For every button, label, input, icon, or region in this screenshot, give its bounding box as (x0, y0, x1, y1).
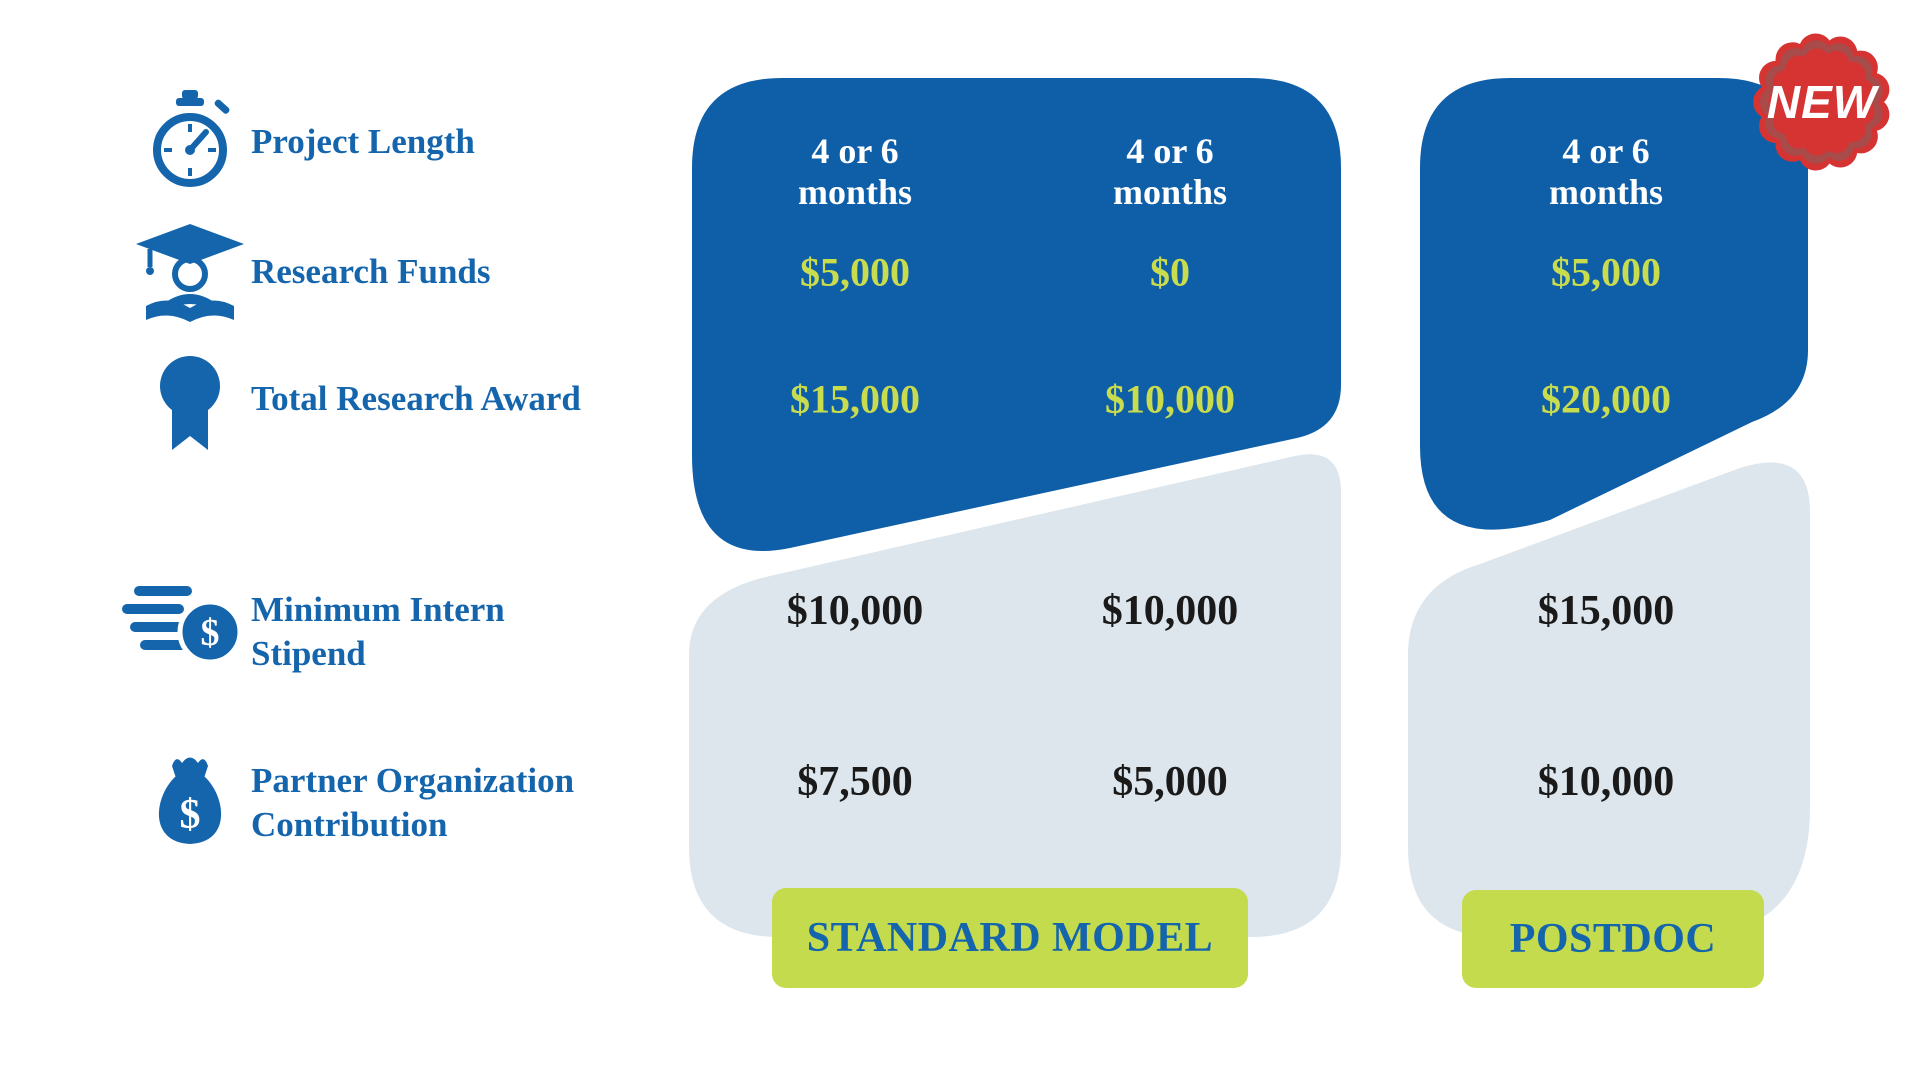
row-label-line: Research Funds (251, 252, 491, 291)
bag-dollar-glyph: $ (180, 792, 201, 838)
award-medal-icon (160, 356, 220, 450)
col1-total-research-award: $15,000 (790, 376, 920, 422)
coins-stipend-icon: $ (122, 586, 243, 665)
graduate-icon (136, 224, 244, 322)
col3-minimum-intern-stipend: $15,000 (1537, 588, 1675, 634)
col1-minimum-intern-stipend: $10,000 (786, 588, 924, 634)
header-line: months (797, 172, 913, 212)
row-label-partner-org-contribution: Partner Organization Contribution (251, 759, 574, 847)
row-label-research-funds: Research Funds (251, 250, 491, 294)
postdoc-label-text: POSTDOC (1509, 916, 1717, 962)
money-bag-icon: $ (158, 757, 222, 844)
col3-total-research-award: $20,000 (1541, 376, 1671, 422)
row-label-total-research-award: Total Research Award (251, 377, 581, 421)
col3-project-length: 4 or 6 months (1549, 131, 1663, 213)
col1-partner-org-contribution: $7,500 (797, 759, 913, 805)
col2-partner-org-contribution: $5,000 (1112, 759, 1228, 805)
new-badge-text: NEW (1767, 76, 1880, 128)
standard-gray-card (689, 454, 1341, 937)
row-label-line: Stipend (251, 634, 366, 673)
header-line: months (1112, 172, 1228, 212)
header-line: months (1548, 172, 1664, 212)
standard-model-label-text: STANDARD MODEL (806, 915, 1214, 961)
header-line: 4 or 6 (1562, 131, 1650, 171)
row-label-line: Project Length (251, 122, 475, 161)
col2-project-length: 4 or 6 months (1113, 131, 1227, 213)
new-badge-seal (1753, 33, 1890, 171)
col3-partner-org-contribution: $10,000 (1537, 759, 1675, 805)
col3-research-funds: $5,000 (1551, 249, 1661, 295)
header-line: 4 or 6 (1126, 131, 1214, 171)
coin-dollar-glyph: $ (201, 612, 220, 654)
row-label-line: Partner Organization (251, 761, 575, 800)
stopwatch-icon (153, 90, 230, 187)
row-label-line: Minimum Intern (251, 590, 505, 629)
col2-total-research-award: $10,000 (1105, 376, 1235, 422)
col1-research-funds: $5,000 (800, 249, 910, 295)
row-label-project-length: Project Length (251, 120, 475, 164)
header-line: 4 or 6 (811, 131, 899, 171)
col1-project-length: 4 or 6 months (798, 131, 912, 213)
row-label-minimum-intern-stipend: Minimum Intern Stipend (251, 588, 505, 676)
standard-blue-card (692, 78, 1341, 552)
standard-model-label: STANDARD MODEL (772, 888, 1248, 988)
col2-research-funds: $0 (1150, 249, 1190, 295)
new-badge: NEW (1753, 33, 1890, 171)
row-label-line: Total Research Award (251, 379, 581, 418)
row-label-line: Contribution (251, 805, 448, 844)
postdoc-gray-card (1408, 462, 1810, 937)
postdoc-label: POSTDOC (1462, 890, 1764, 988)
col2-minimum-intern-stipend: $10,000 (1101, 588, 1239, 634)
postdoc-blue-card (1420, 78, 1808, 530)
